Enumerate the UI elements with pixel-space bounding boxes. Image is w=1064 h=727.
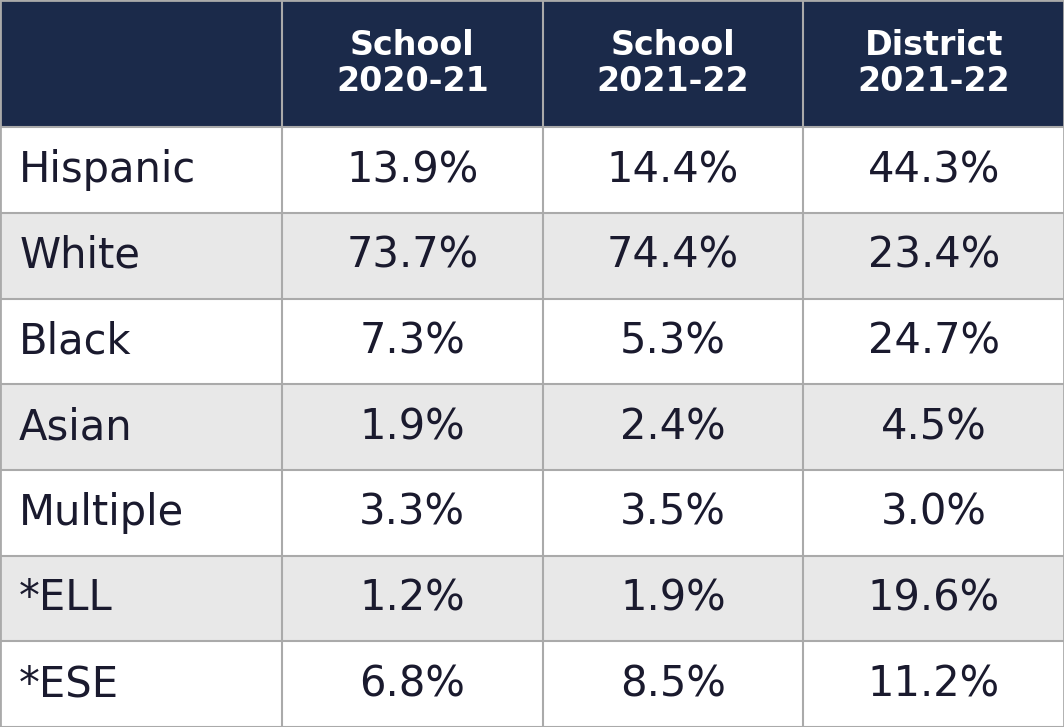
Bar <box>0 0 1064 127</box>
Text: 3.3%: 3.3% <box>360 491 465 534</box>
Text: 74.4%: 74.4% <box>606 235 739 277</box>
Bar <box>0 641 1064 727</box>
Text: *ELL: *ELL <box>19 577 113 619</box>
Text: 5.3%: 5.3% <box>620 321 726 363</box>
Text: 4.5%: 4.5% <box>881 406 986 448</box>
Text: 3.0%: 3.0% <box>881 491 986 534</box>
Text: 2020-21: 2020-21 <box>336 65 488 98</box>
Text: 1.9%: 1.9% <box>620 577 726 619</box>
Text: 2.4%: 2.4% <box>620 406 726 448</box>
Text: 2021-22: 2021-22 <box>597 65 749 98</box>
Bar <box>0 299 1064 385</box>
Text: 2021-22: 2021-22 <box>858 65 1010 98</box>
Text: 7.3%: 7.3% <box>360 321 465 363</box>
Text: *ESE: *ESE <box>19 663 119 705</box>
Text: White: White <box>19 235 140 277</box>
Text: District: District <box>864 29 1003 63</box>
Text: 19.6%: 19.6% <box>867 577 1000 619</box>
Text: 6.8%: 6.8% <box>360 663 465 705</box>
Text: 8.5%: 8.5% <box>620 663 726 705</box>
Text: School: School <box>350 29 475 63</box>
Bar <box>0 555 1064 641</box>
Text: 14.4%: 14.4% <box>606 149 739 191</box>
Text: 3.5%: 3.5% <box>620 491 726 534</box>
Text: 13.9%: 13.9% <box>346 149 479 191</box>
Bar <box>0 470 1064 555</box>
Text: School: School <box>611 29 735 63</box>
Bar <box>0 213 1064 299</box>
Text: Asian: Asian <box>19 406 133 448</box>
Text: 73.7%: 73.7% <box>346 235 479 277</box>
Text: 24.7%: 24.7% <box>867 321 1000 363</box>
Text: 44.3%: 44.3% <box>867 149 1000 191</box>
Text: 11.2%: 11.2% <box>867 663 1000 705</box>
Text: 1.9%: 1.9% <box>360 406 465 448</box>
Bar <box>0 385 1064 470</box>
Bar <box>0 127 1064 213</box>
Text: Multiple: Multiple <box>19 491 184 534</box>
Text: 1.2%: 1.2% <box>360 577 465 619</box>
Text: Black: Black <box>19 321 132 363</box>
Text: 23.4%: 23.4% <box>867 235 1000 277</box>
Text: Hispanic: Hispanic <box>19 149 197 191</box>
